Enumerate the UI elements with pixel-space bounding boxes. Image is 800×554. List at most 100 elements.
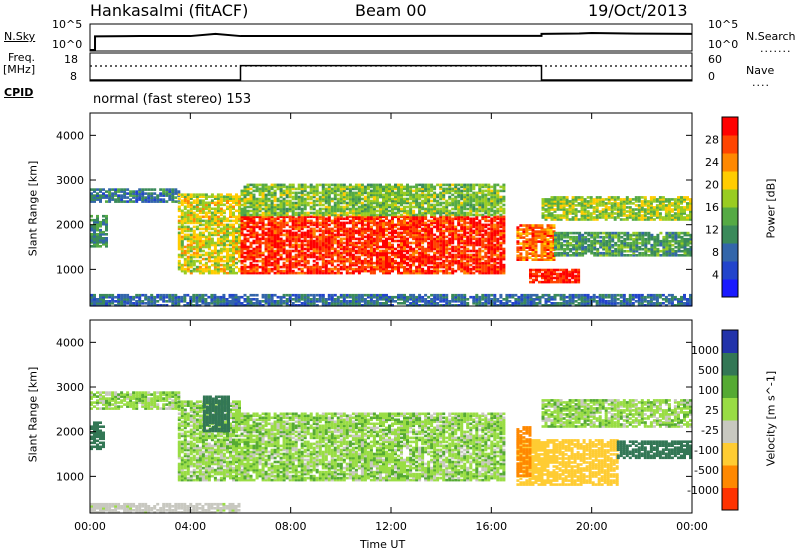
heatmap-cell — [445, 207, 449, 211]
heatmap-cell — [232, 227, 235, 231]
heatmap-cell — [249, 229, 253, 233]
heatmap-cell — [177, 197, 181, 200]
heatmap-cell — [243, 227, 247, 231]
heatmap-cell — [238, 249, 241, 253]
heatmap-cell — [132, 190, 136, 193]
heatmap-cell — [490, 205, 494, 209]
heatmap-cell — [372, 211, 376, 215]
heatmap-cell — [400, 195, 403, 199]
heatmap-cell — [433, 193, 437, 197]
heatmap-cell — [120, 194, 124, 197]
heatmap-cell — [525, 228, 529, 231]
heatmap-cell — [270, 221, 274, 225]
heatmap-cell — [369, 207, 373, 211]
heatmap-cell — [357, 269, 361, 273]
heatmap-cell — [469, 199, 473, 203]
heatmap-cell — [366, 207, 370, 211]
heatmap-cell — [210, 211, 214, 215]
heatmap-cell — [409, 201, 413, 205]
heatmap-cell — [379, 257, 382, 261]
heatmap-cell — [282, 245, 286, 249]
heatmap-cell — [315, 239, 319, 243]
heatmap-cell — [96, 192, 99, 195]
heatmap-cell — [315, 243, 319, 247]
heatmap-cell — [226, 219, 229, 223]
heatmap-cell — [226, 257, 229, 261]
heatmap-cell — [484, 201, 488, 205]
heatmap-cell — [415, 197, 419, 201]
heatmap-cell — [183, 261, 187, 265]
heatmap-cell — [593, 251, 597, 255]
heatmap-cell — [189, 241, 193, 245]
heatmap-cell — [282, 251, 286, 255]
heatmap-cell — [264, 241, 268, 245]
heatmap-cell — [559, 204, 563, 207]
heatmap-cell — [246, 213, 250, 217]
heatmap-cell — [291, 249, 295, 253]
heatmap-cell — [183, 193, 187, 196]
heatmap-cell — [487, 257, 491, 261]
heatmap-cell — [653, 254, 657, 257]
heatmap-cell — [487, 189, 491, 193]
heatmap-cell — [581, 235, 585, 239]
heatmap-cell — [445, 213, 449, 217]
heatmap-cell — [475, 241, 479, 245]
heatmap-cell — [183, 197, 187, 200]
heatmap-cell — [590, 247, 594, 251]
heatmap-cell — [195, 251, 199, 255]
heatmap-cell — [279, 229, 283, 233]
heatmap-cell — [216, 203, 220, 207]
heatmap-cell — [324, 225, 328, 229]
heatmap-cell — [436, 207, 440, 211]
heatmap-cell — [502, 225, 506, 229]
heatmap-cell — [229, 255, 232, 259]
heatmap-cell — [433, 233, 437, 237]
heatmap-cell — [288, 193, 292, 197]
heatmap-cell — [339, 193, 343, 197]
heatmap-cell — [369, 245, 373, 249]
heatmap-cell — [255, 197, 259, 201]
heatmap-cell — [147, 200, 151, 203]
heatmap-cell — [534, 224, 538, 227]
heatmap-cell — [608, 254, 612, 257]
heatmap-cell — [540, 238, 544, 241]
heatmap-cell — [566, 235, 570, 239]
heatmap-cell — [433, 207, 437, 211]
heatmap-cell — [668, 235, 672, 239]
heatmap-cell — [357, 231, 361, 235]
heatmap-cell — [366, 201, 370, 205]
heatmap-cell — [547, 216, 551, 219]
heatmap-cell — [336, 257, 340, 261]
heatmap-cell — [366, 217, 370, 221]
heatmap-cell — [385, 271, 388, 275]
heatmap-cell — [436, 257, 440, 261]
heatmap-cell — [192, 233, 196, 237]
heatmap-cell — [451, 187, 455, 191]
heatmap-cell — [644, 254, 648, 257]
heatmap-cell — [439, 265, 443, 269]
heatmap-cell — [430, 237, 434, 241]
heatmap-cell — [339, 191, 343, 195]
heatmap-cell — [499, 207, 503, 211]
heatmap-cell — [342, 247, 346, 251]
heatmap-cell — [213, 203, 217, 207]
heatmap-cell — [472, 259, 476, 263]
heatmap-cell — [369, 217, 373, 221]
heatmap-cell — [348, 189, 352, 193]
heatmap-cell — [297, 213, 301, 217]
heatmap-cell — [436, 239, 440, 243]
heatmap-cell — [519, 258, 523, 261]
heatmap-cell — [575, 243, 579, 247]
heatmap-cell — [174, 190, 178, 193]
heatmap-cell — [391, 245, 394, 249]
heatmap-cell — [255, 271, 259, 275]
heatmap-cell — [554, 251, 557, 255]
heatmap-cell — [285, 191, 289, 195]
heatmap-cell — [240, 269, 244, 273]
heatmap-cell — [252, 183, 256, 187]
heatmap-cell — [439, 187, 443, 191]
heatmap-cell — [141, 190, 145, 193]
heatmap-cell — [246, 209, 250, 213]
heatmap-cell — [490, 225, 494, 229]
heatmap-cell — [303, 255, 307, 259]
